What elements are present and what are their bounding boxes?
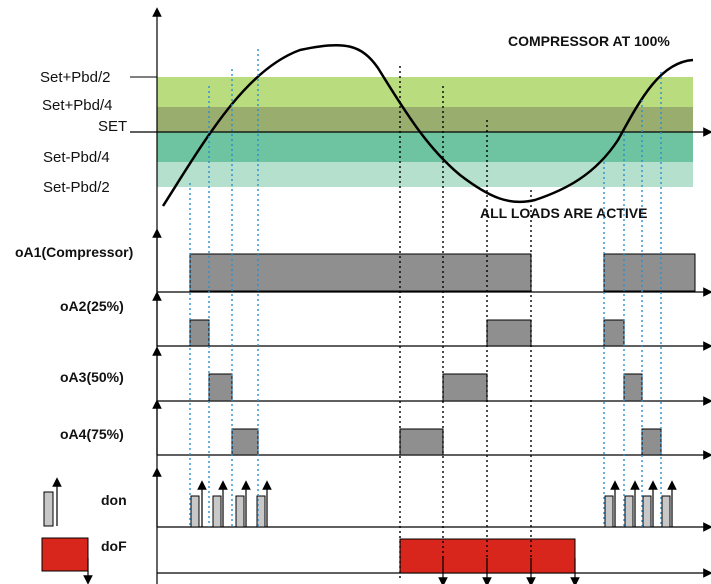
band-set-minus-half (157, 162, 693, 187)
label-don: don (101, 492, 127, 508)
don-pulses (190, 495, 671, 528)
oa2-on-block (486, 319, 532, 347)
dof-legend-icon (41, 537, 93, 584)
label-set-plus-half: Set+Pbd/2 (40, 69, 110, 86)
oa1-on-block (603, 253, 696, 292)
guide-lines-black (399, 66, 532, 580)
label-oa1: oA1(Compressor) (15, 244, 133, 260)
oa2-on-block (189, 319, 210, 347)
oa1-on-block (189, 253, 532, 292)
dof-arrows (438, 558, 580, 584)
guide-lines-blue (189, 49, 662, 527)
oa4-on-block (399, 428, 444, 456)
oa4-on-block (641, 428, 662, 456)
oa2-on-block (603, 319, 625, 347)
don-legend-icon (43, 477, 62, 527)
label-oa4: oA4(75%) (60, 426, 124, 442)
don-arrows (197, 480, 677, 527)
label-oa2: oA2(25%) (60, 298, 124, 314)
annotation-all-loads: ALL LOADS ARE ACTIVE (480, 205, 648, 221)
temperature-curve (161, 43, 694, 207)
label-set-plus-quarter: Set+Pbd/4 (42, 97, 112, 114)
annotation-compressor-full: COMPRESSOR AT 100% (508, 33, 670, 49)
label-set: SET (98, 118, 127, 135)
label-oa3: oA3(50%) (60, 369, 124, 385)
oa3-on-block (623, 373, 643, 402)
label-set-minus-quarter: Set-Pbd/4 (43, 149, 110, 166)
label-dof: doF (101, 538, 127, 554)
oa4-on-block (231, 428, 259, 456)
oa3-on-block (442, 373, 488, 402)
band-set-plus-quarter (157, 107, 693, 132)
label-set-minus-half: Set-Pbd/2 (43, 179, 110, 196)
band-set-plus-half (157, 77, 693, 107)
oa3-on-block (208, 373, 233, 402)
